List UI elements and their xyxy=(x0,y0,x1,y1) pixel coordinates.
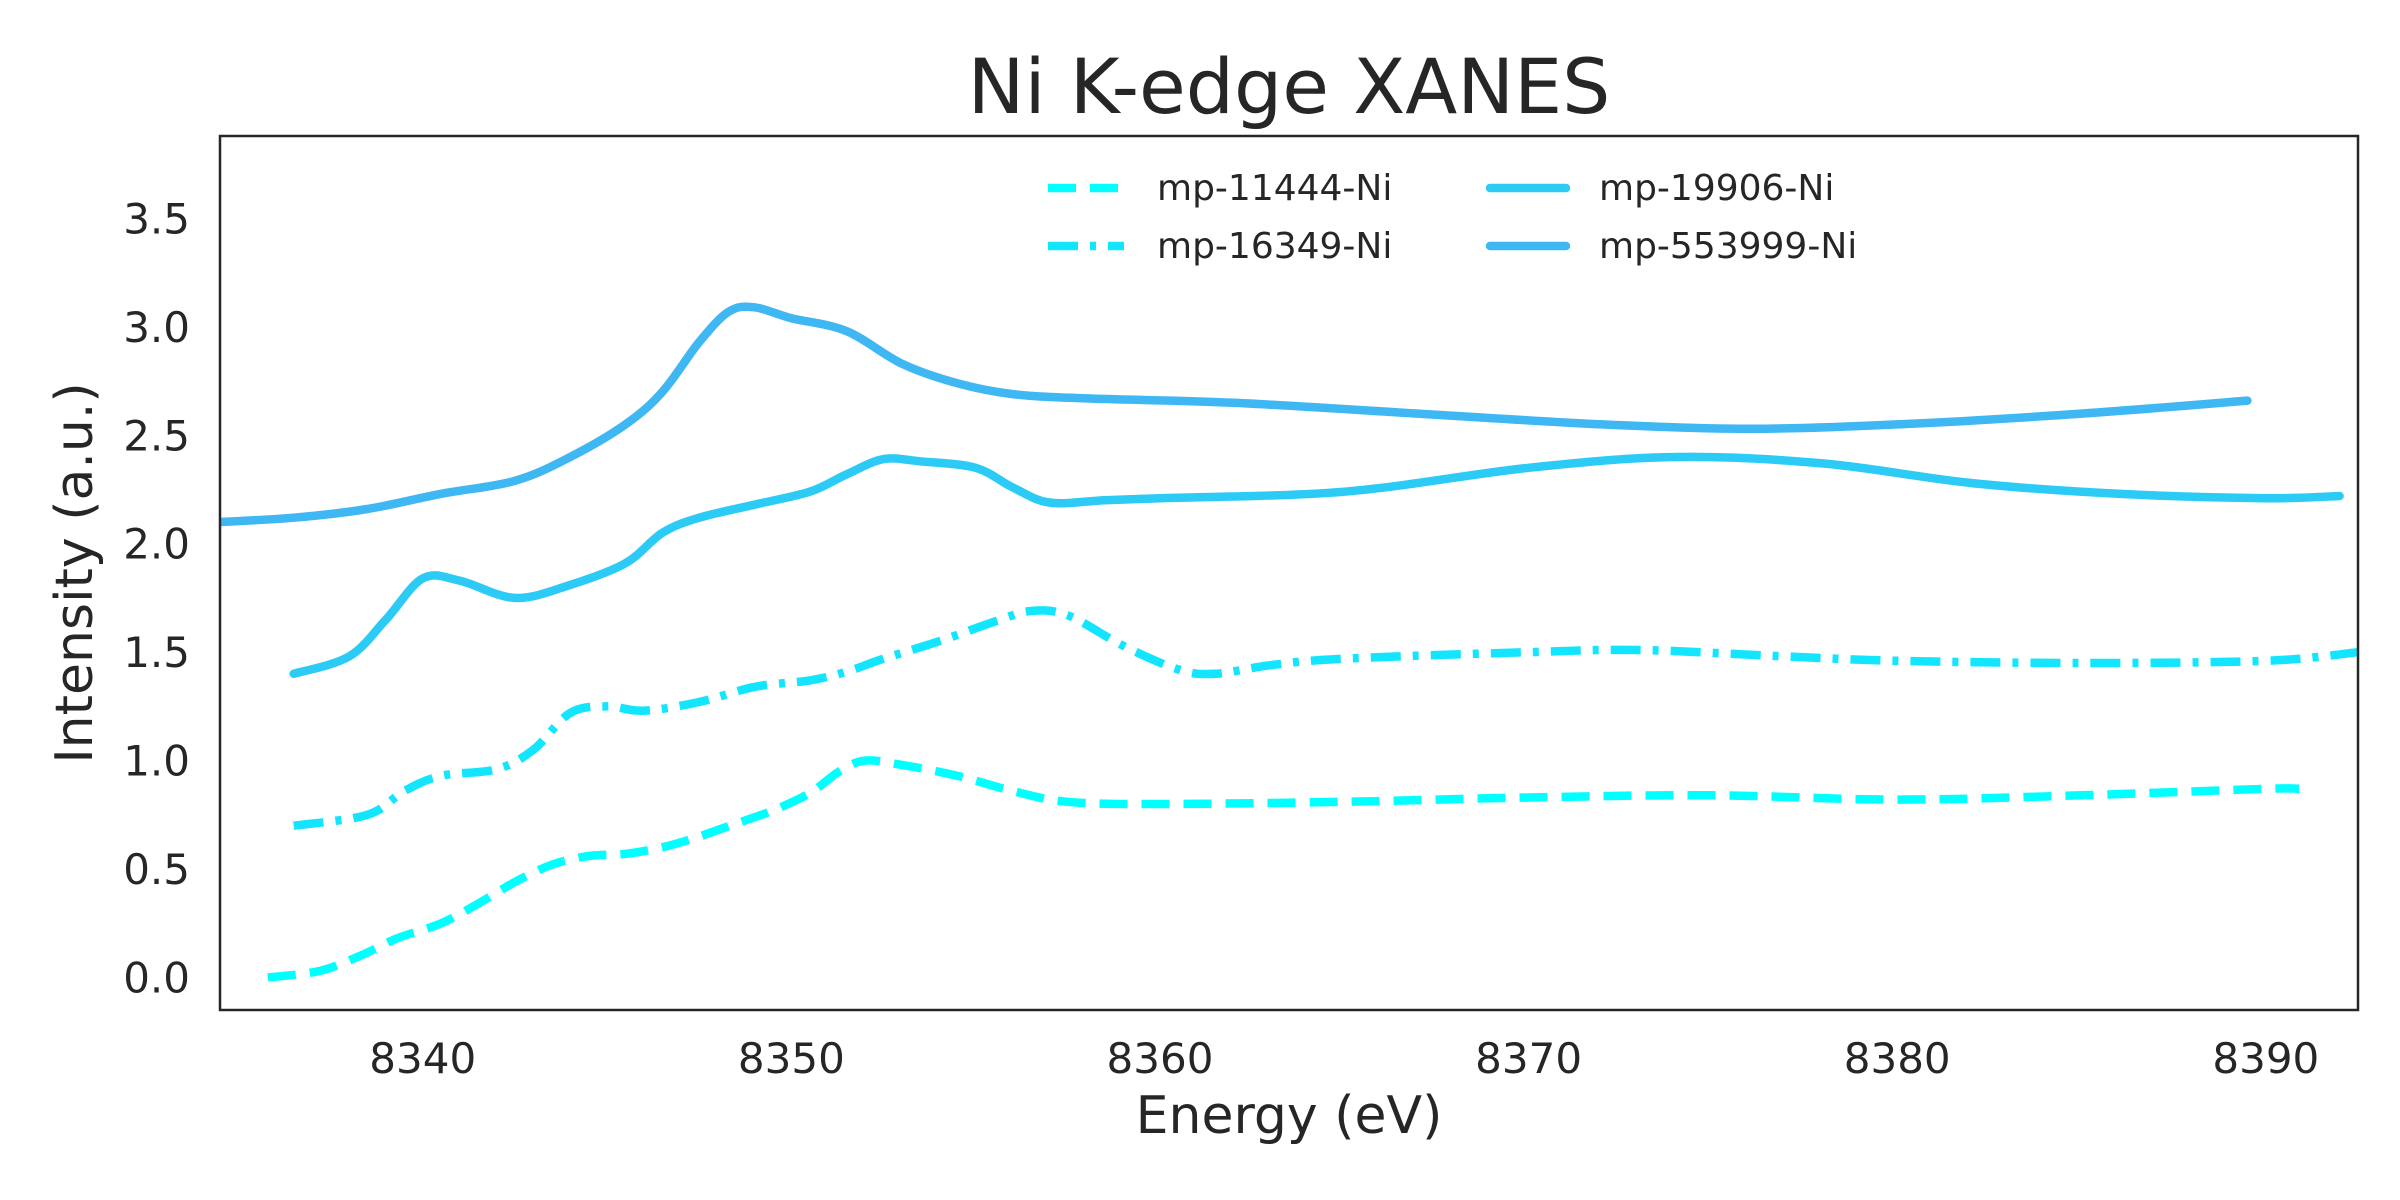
series-line-mp-19906-Ni xyxy=(289,452,2344,679)
legend: mp-11444-Ni mp-16349-Ni mp-19906-Ni mp-5539… xyxy=(1048,168,1857,267)
x-tick-label: 8390 xyxy=(2212,1034,2319,1083)
legend-label: mp-553999-Ni xyxy=(1599,226,1857,267)
y-tick-label: 1.0 xyxy=(123,737,190,786)
y-tick-label: 0.0 xyxy=(123,953,190,1002)
y-tick-label: 2.5 xyxy=(123,411,190,460)
x-tick-label: 8360 xyxy=(1107,1034,1214,1083)
y-tick-label: 2.0 xyxy=(123,520,190,569)
x-axis-label: Energy (eV) xyxy=(1136,1086,1443,1146)
y-tick-label: 3.5 xyxy=(123,194,190,243)
x-tick-label: 8380 xyxy=(1844,1034,1951,1083)
y-tick-labels: 0.0 0.5 1.0 1.5 2.0 2.5 3.0 3.5 xyxy=(123,194,190,1002)
plot-area xyxy=(220,302,2358,982)
series-line-mp-16349-Ni xyxy=(293,606,2358,830)
axes-frame xyxy=(218,134,2360,1012)
legend-label: mp-11444-Ni xyxy=(1157,168,1392,209)
y-axis-label: Intensity (a.u.) xyxy=(45,382,105,763)
x-tick-labels: 8340 8350 8360 8370 8380 8390 xyxy=(369,1034,2319,1083)
legend-label: mp-16349-Ni xyxy=(1157,226,1392,267)
legend-label: mp-19906-Ni xyxy=(1599,168,1834,209)
y-tick-label: 3.0 xyxy=(123,303,190,352)
y-tick-label: 0.5 xyxy=(123,845,190,894)
x-tick-label: 8370 xyxy=(1475,1034,1582,1083)
y-tick-label: 1.5 xyxy=(123,628,190,677)
x-tick-label: 8350 xyxy=(738,1034,845,1083)
chart-title: Ni K-edge XANES xyxy=(968,42,1611,131)
x-tick-label: 8340 xyxy=(369,1034,476,1083)
series-line-mp-11444-Ni xyxy=(267,756,2300,982)
series-line-mp-553999-Ni xyxy=(220,302,2252,527)
